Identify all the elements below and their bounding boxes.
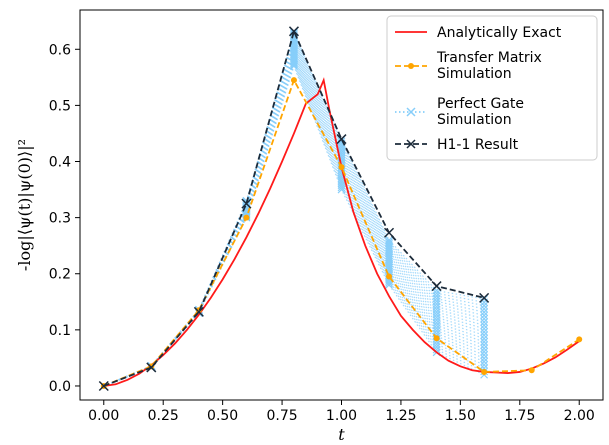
x-tick-label: 1.00 — [326, 408, 357, 424]
perfect-gate-marker — [480, 324, 489, 333]
legend-marker — [408, 63, 414, 69]
transfer-matrix-point — [243, 214, 250, 221]
perfect-gate-marker — [480, 354, 489, 363]
x-tick-label: 2.00 — [564, 408, 595, 424]
transfer-matrix-point — [576, 336, 583, 343]
y-tick-label: 0.6 — [49, 42, 71, 58]
x-tick-label: 1.75 — [504, 408, 535, 424]
transfer-matrix-point — [481, 368, 488, 375]
x-tick-label: 0.25 — [148, 408, 179, 424]
series-h1-1-result — [98, 26, 490, 392]
h1-1-marker — [384, 227, 395, 238]
x-tick-label: 1.50 — [445, 408, 476, 424]
legend-label: Simulation — [437, 66, 512, 82]
legend-item-4: H1-1 Result — [395, 137, 519, 153]
perfect-gate-marker — [480, 318, 489, 326]
series-analytically-exact — [103, 77, 580, 387]
y-tick-label: 0.4 — [49, 155, 71, 171]
axes: 0.00 0.25 0.50 0.75 1.00 1.25 1.50 1.75 2.00 0.0 0… — [49, 9, 604, 424]
perfect-gate-curve — [103, 43, 485, 387]
transfer-matrix-point — [528, 367, 535, 374]
x-tick-label: 1.25 — [385, 408, 416, 424]
perfect-gate-marker — [385, 236, 393, 244]
perfect-gate-marker — [480, 311, 489, 320]
perfect-gate-curve — [103, 58, 485, 387]
h1-1-marker — [193, 306, 204, 317]
perfect-gate-curve — [103, 45, 485, 387]
legend-label: Analytically Exact — [437, 25, 562, 41]
perfect-gate-marker — [480, 331, 489, 340]
perfect-gate-marker — [480, 351, 489, 359]
h1-1-marker — [288, 26, 299, 37]
perfect-gate-marker — [432, 289, 441, 298]
perfect-gate-marker — [480, 308, 489, 317]
h1-1-marker — [479, 292, 490, 303]
transfer-matrix-point — [338, 164, 345, 171]
legend-label: Perfect Gate — [437, 96, 524, 112]
perfect-gate-marker — [480, 357, 489, 366]
x-tick-label: 0.00 — [88, 408, 119, 424]
perfect-gate-marker — [480, 341, 489, 350]
y-tick-label: 0.5 — [49, 98, 71, 114]
perfect-gate-marker — [480, 304, 489, 313]
legend-box — [386, 15, 598, 161]
h1-1-line — [103, 28, 485, 387]
perfect-gate-marker — [480, 337, 489, 346]
perfect-gate-marker — [480, 314, 489, 323]
perfect-gate-marker — [480, 344, 489, 353]
perfect-gate-marker — [385, 238, 393, 246]
legend-marker — [406, 107, 416, 117]
transfer-matrix-point — [433, 335, 440, 342]
transfer-matrix-point — [290, 77, 297, 84]
series-transfer-matrix — [100, 77, 583, 389]
h1-1-marker — [241, 198, 252, 209]
h1-1-marker — [431, 281, 442, 292]
h1-1-marker — [146, 362, 157, 373]
plot-area — [98, 26, 583, 392]
x-tick-label: 0.75 — [266, 408, 297, 424]
h1-1-marker — [336, 134, 347, 145]
legend-item-1: Analytically Exact — [395, 25, 562, 41]
perfect-gate-marker — [480, 301, 489, 310]
y-tick-label: 0.2 — [49, 267, 71, 283]
y-axis-label: -log|⟨ψ(t)|ψ(0)⟩|² — [15, 139, 34, 271]
h1-1-marker — [98, 380, 109, 392]
y-tick-label: 0.1 — [49, 323, 71, 339]
x-axis-label: t — [338, 425, 345, 444]
legend-label: Simulation — [437, 112, 512, 128]
legend-marker — [406, 139, 416, 149]
y-tick-label: 0.0 — [49, 379, 71, 395]
y-tick-label: 0.3 — [49, 211, 71, 227]
legend-label: H1-1 Result — [437, 137, 519, 153]
perfect-gate-marker — [480, 328, 489, 336]
perfect-gate-marker — [480, 334, 489, 343]
legend-label: Transfer Matrix — [436, 50, 542, 66]
perfect-gate-marker — [480, 360, 489, 369]
perfect-gate-marker — [480, 347, 489, 356]
perfect-gate-marker — [480, 321, 489, 330]
transfer-matrix-point — [386, 273, 393, 280]
x-tick-label: 0.50 — [207, 408, 238, 424]
